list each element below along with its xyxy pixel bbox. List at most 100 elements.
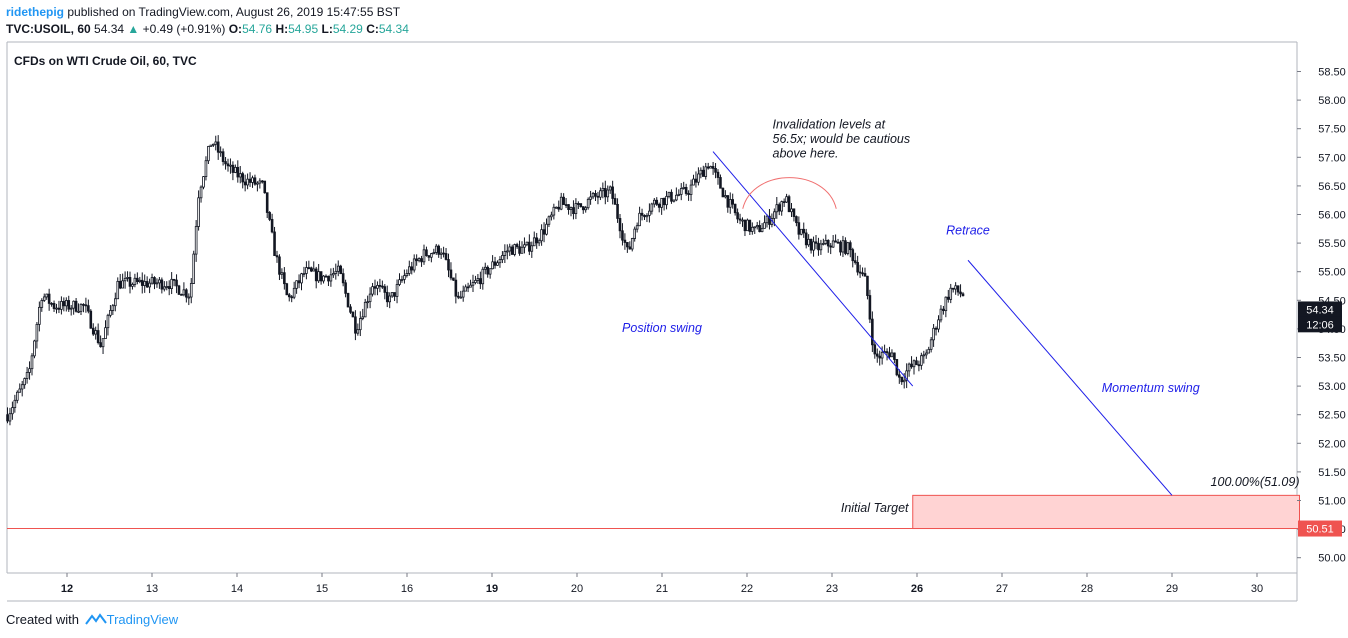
candle-body [327, 275, 330, 282]
candle-body [479, 278, 482, 285]
candle-body [905, 370, 908, 381]
y-tick-label: 51.50 [1318, 467, 1346, 479]
candle-body [378, 284, 382, 287]
candle-body [456, 295, 460, 298]
candle-body [334, 270, 338, 274]
position-swing-line [712, 151, 914, 387]
candle-body [319, 271, 323, 282]
close-value: 54.34 [378, 22, 409, 36]
candle-body [826, 239, 830, 247]
candle-body [594, 193, 597, 197]
candle-body [797, 222, 801, 235]
ohlc-line: TVC:USOIL, 60 54.34 ▲ +0.49 (+0.91%) O:5… [6, 21, 409, 38]
candle-body [25, 372, 29, 379]
candle-body [158, 279, 161, 284]
candle-body [322, 275, 325, 282]
candle-body [474, 280, 477, 283]
candle-body [287, 294, 291, 298]
candle-body [638, 212, 641, 227]
candle-body [121, 280, 124, 289]
candle-body [123, 277, 127, 282]
candle-body [515, 244, 519, 248]
candle-body [270, 218, 274, 233]
candle-body [236, 166, 240, 178]
candle-body [136, 277, 139, 283]
candle-body [682, 186, 685, 189]
candle-body [241, 173, 245, 183]
candle-body [738, 218, 742, 221]
x-tick-label: 13 [146, 583, 158, 595]
candle-body [79, 303, 83, 312]
candle-body [834, 240, 837, 243]
annotation-text: Initial Target [841, 501, 909, 515]
candle-body [574, 203, 578, 215]
candle-body [866, 275, 869, 296]
candle-body [211, 143, 215, 146]
candle-body [55, 307, 58, 310]
candle-body [393, 292, 396, 297]
candle-body [550, 214, 553, 218]
candle-body [40, 300, 44, 308]
y-tick-label: 55.00 [1318, 267, 1346, 279]
author-link[interactable]: ridethepig [6, 5, 65, 19]
candle-body [481, 268, 485, 285]
candle-body [697, 173, 700, 183]
candle-body [564, 204, 568, 206]
candle-body [332, 273, 335, 276]
candle-body [660, 197, 663, 208]
candle-body [18, 388, 22, 393]
candle-body [459, 296, 463, 299]
x-tick-label: 21 [656, 583, 668, 595]
created-with-text: Created with [6, 612, 79, 627]
candle-body [922, 354, 926, 357]
annotation-text: above here. [773, 146, 839, 160]
y-tick-label: 52.50 [1318, 410, 1346, 422]
candle-body [116, 280, 120, 300]
candle-body [106, 314, 110, 329]
time-axis[interactable]: 12 13 14 15 16 19 20 21 22 23 26 27 28 29 30 [61, 573, 1263, 595]
high-label: H: [275, 22, 289, 36]
candle-body [822, 243, 825, 245]
candle-body [954, 285, 957, 290]
close-label: C: [366, 22, 379, 36]
y-tick-label: 52.00 [1318, 438, 1346, 450]
last-price: 54.34 [94, 22, 125, 36]
candle-body [586, 198, 590, 209]
candle-body [280, 272, 284, 275]
candle-body [944, 296, 948, 312]
candle-body [537, 240, 541, 244]
candle-body [777, 204, 781, 212]
candle-body [283, 272, 286, 285]
tradingview-brand[interactable]: TradingView [106, 612, 179, 627]
candle-body [871, 318, 874, 346]
candle-body [626, 242, 629, 248]
candle-body [839, 241, 842, 253]
candle-body [140, 279, 144, 286]
candle-body [109, 310, 112, 316]
x-tick-label: 23 [826, 583, 838, 595]
candle-body [912, 360, 916, 368]
candle-body [461, 290, 465, 298]
candle-body [567, 204, 570, 210]
candle-body [155, 282, 159, 285]
candle-body [508, 246, 512, 252]
x-tick-label: 19 [486, 583, 498, 595]
candle-body [655, 199, 659, 205]
candle-body [469, 284, 472, 288]
candle-body [339, 265, 342, 275]
candle-body [219, 151, 222, 154]
price-tags: 54.34 12:06 50.51 [1298, 301, 1342, 537]
candle-body [648, 210, 651, 216]
candle-body [427, 255, 431, 258]
candle-body [292, 287, 296, 298]
candle-body [758, 225, 761, 233]
x-tick-label: 16 [401, 583, 413, 595]
candle-body [924, 352, 928, 356]
candle-body [302, 273, 306, 275]
candle-body [11, 407, 14, 415]
candle-body [665, 195, 668, 206]
chart-frame [6, 41, 1298, 602]
candle-body [398, 279, 401, 285]
candle-body [513, 244, 516, 255]
